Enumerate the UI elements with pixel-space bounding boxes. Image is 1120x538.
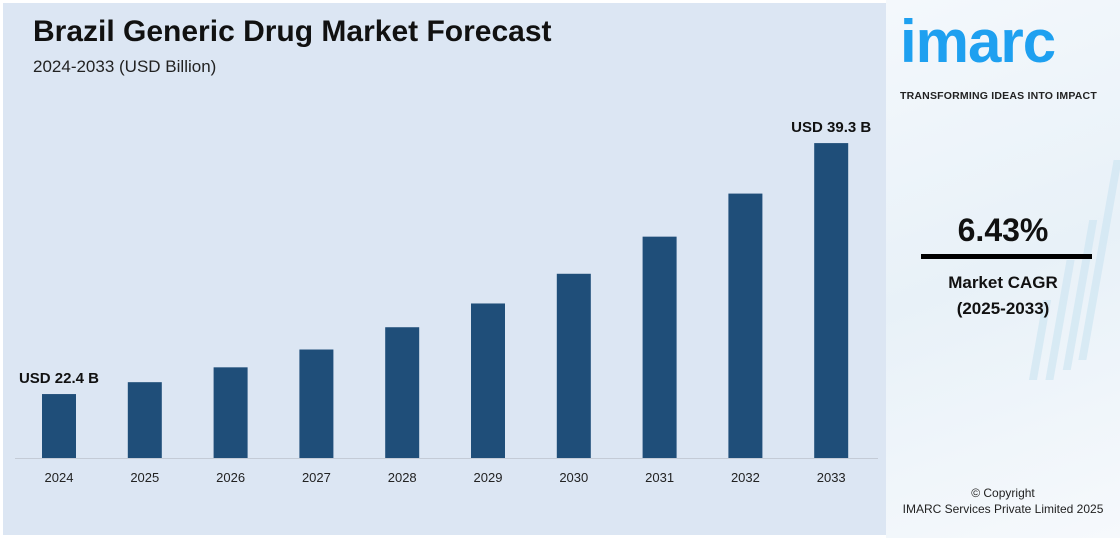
- x-tick-label: 2029: [474, 470, 503, 485]
- copyright: © Copyright IMARC Services Private Limit…: [886, 485, 1120, 517]
- x-tick-label: 2025: [130, 470, 159, 485]
- imarc-logo: imarc: [900, 8, 1056, 75]
- cagr-label-text: Market CAGR: [948, 273, 1058, 292]
- bar-2031: [642, 236, 677, 458]
- bar-2028: [385, 327, 420, 458]
- company-name: IMARC Services Private Limited 2025: [902, 502, 1104, 516]
- x-tick-label: 2026: [216, 470, 245, 485]
- x-tick-label: 2024: [45, 470, 74, 485]
- bar-chart: 2024 USD 22.4 B 2025 2026 2027 2028 2029 2030 20…: [15, 119, 878, 485]
- copyright-text: © Copyright: [971, 486, 1035, 500]
- chart-subtitle: 2024-2033 (USD Billion): [33, 57, 217, 76]
- bar-2026: [213, 367, 248, 458]
- chart-title: Brazil Generic Drug Market Forecast: [33, 15, 552, 48]
- cagr-label: Market CAGR (2025-2033): [886, 270, 1120, 322]
- bar-2030: [556, 273, 591, 458]
- logo-tagline: TRANSFORMING IDEAS INTO IMPACT: [900, 90, 1097, 102]
- bar-2025: [127, 382, 162, 458]
- bar-2033: [814, 143, 849, 458]
- side-panel: imarc TRANSFORMING IDEAS INTO IMPACT 6.4…: [886, 0, 1120, 538]
- bar-2029: [471, 303, 505, 458]
- bar-2032: [728, 193, 763, 458]
- bar-2024: [42, 394, 76, 458]
- x-tick-label: 2028: [388, 470, 417, 485]
- cagr-value: 6.43%: [957, 212, 1049, 248]
- data-label-2033: USD 39.3 B: [791, 119, 871, 136]
- cagr-divider: [921, 254, 1092, 259]
- x-tick-label: 2027: [302, 470, 331, 485]
- x-tick-label: 2031: [645, 470, 674, 485]
- x-tick-label: 2030: [559, 470, 588, 485]
- x-tick-label: 2033: [817, 470, 846, 485]
- x-tick-label: 2032: [731, 470, 760, 485]
- data-label-2024: USD 22.4 B: [19, 370, 99, 387]
- bar-2027: [299, 349, 334, 458]
- cagr-period: (2025-2033): [956, 299, 1050, 318]
